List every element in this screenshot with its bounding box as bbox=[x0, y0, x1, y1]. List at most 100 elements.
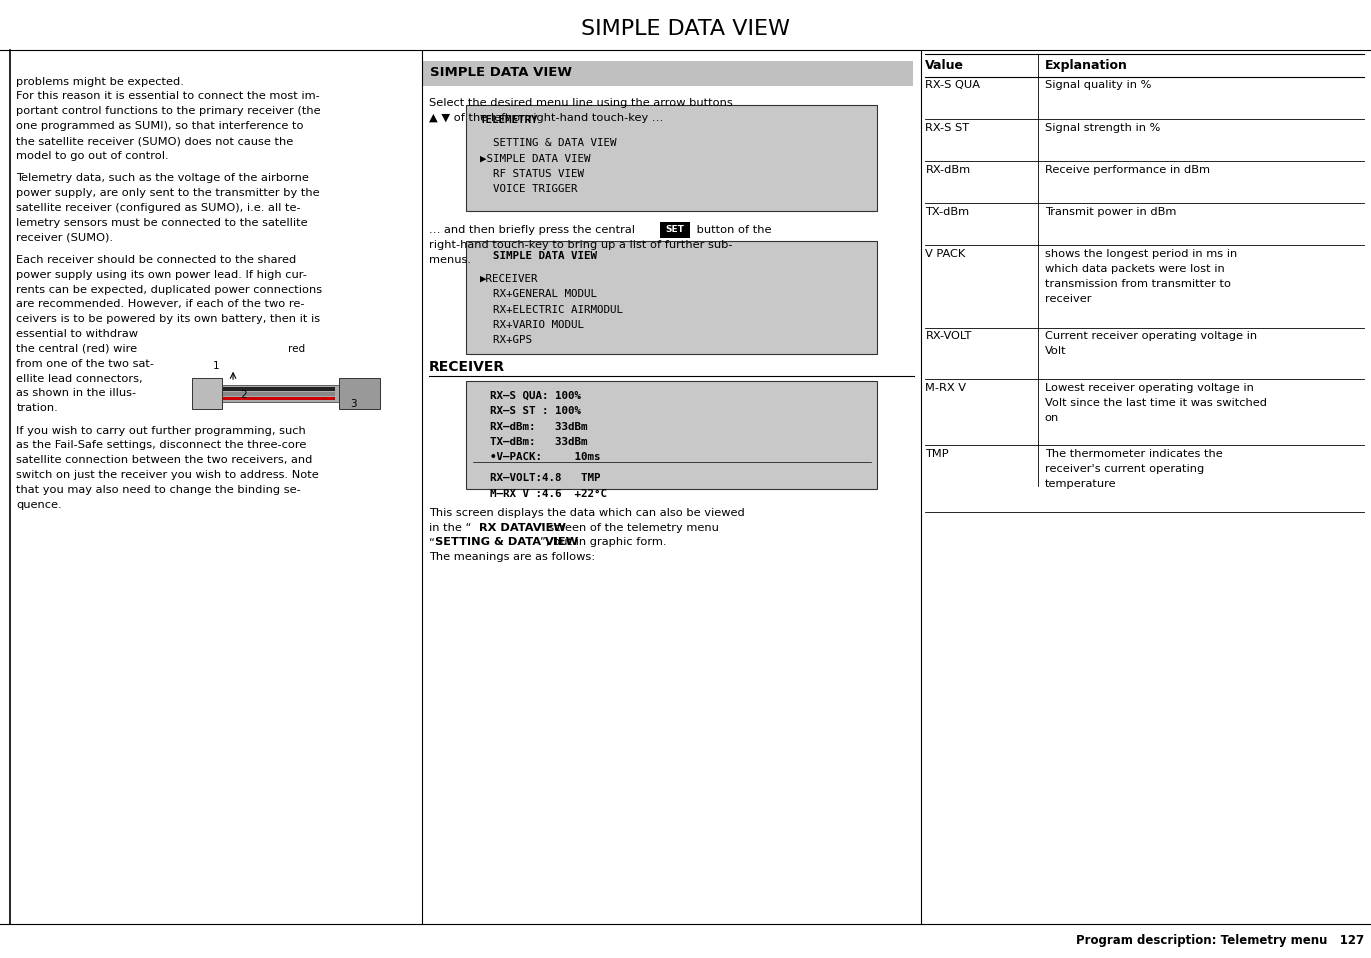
Text: RX–dBm:   33dBm: RX–dBm: 33dBm bbox=[477, 422, 588, 431]
Text: RX-dBm: RX-dBm bbox=[925, 165, 971, 174]
Text: SETTING & DATA VIEW: SETTING & DATA VIEW bbox=[436, 537, 579, 547]
Bar bbox=[202, 392, 335, 396]
Text: SETTING & DATA VIEW: SETTING & DATA VIEW bbox=[480, 138, 617, 148]
Text: as shown in the illus-: as shown in the illus- bbox=[16, 388, 137, 399]
Text: ceivers is to be powered by its own battery, then it is: ceivers is to be powered by its own batt… bbox=[16, 314, 321, 324]
Text: Explanation: Explanation bbox=[1045, 58, 1127, 72]
Text: SIMPLE DATA VIEW: SIMPLE DATA VIEW bbox=[581, 19, 790, 38]
Text: receiver: receiver bbox=[1045, 294, 1091, 304]
Bar bbox=[466, 105, 877, 211]
Text: switch on just the receiver you wish to address. Note: switch on just the receiver you wish to … bbox=[16, 470, 319, 480]
Bar bbox=[466, 381, 877, 489]
Text: For this reason it is essential to connect the most im-: For this reason it is essential to conne… bbox=[16, 92, 321, 102]
Text: shows the longest period in ms in: shows the longest period in ms in bbox=[1045, 249, 1237, 259]
Text: The thermometer indicates the: The thermometer indicates the bbox=[1045, 449, 1223, 459]
Text: RX+GENERAL MODUL: RX+GENERAL MODUL bbox=[480, 289, 596, 299]
Text: the satellite receiver (SUMO) does not cause the: the satellite receiver (SUMO) does not c… bbox=[16, 136, 293, 146]
Text: RX-VOLT: RX-VOLT bbox=[925, 331, 972, 341]
Text: on: on bbox=[1045, 413, 1058, 422]
Text: Receive performance in dBm: Receive performance in dBm bbox=[1045, 165, 1209, 174]
Text: rents can be expected, duplicated power connections: rents can be expected, duplicated power … bbox=[16, 285, 322, 294]
Text: RECEIVER: RECEIVER bbox=[429, 359, 506, 374]
Text: The meanings are as follows:: The meanings are as follows: bbox=[429, 553, 595, 562]
Text: RF STATUS VIEW: RF STATUS VIEW bbox=[480, 169, 584, 178]
Text: from one of the two sat-: from one of the two sat- bbox=[16, 358, 155, 369]
Text: right-hand touch-key to bring up a list of further sub-: right-hand touch-key to bring up a list … bbox=[429, 240, 732, 250]
Text: Lowest receiver operating voltage in: Lowest receiver operating voltage in bbox=[1045, 383, 1253, 393]
Text: TX–dBm:   33dBm: TX–dBm: 33dBm bbox=[477, 437, 588, 446]
Text: “: “ bbox=[429, 537, 435, 547]
Text: quence.: quence. bbox=[16, 500, 62, 510]
Text: RX+VARIO MODUL: RX+VARIO MODUL bbox=[480, 320, 584, 330]
Text: receiver (SUMO).: receiver (SUMO). bbox=[16, 233, 114, 242]
Text: Select the desired menu line using the arrow buttons: Select the desired menu line using the a… bbox=[429, 98, 733, 107]
Text: … and then briefly press the central: … and then briefly press the central bbox=[429, 225, 639, 235]
Text: Transmit power in dBm: Transmit power in dBm bbox=[1045, 207, 1176, 217]
Text: Signal quality in %: Signal quality in % bbox=[1045, 80, 1152, 90]
Text: 2: 2 bbox=[241, 390, 247, 399]
Text: that you may also need to change the binding se-: that you may also need to change the bin… bbox=[16, 485, 302, 495]
Text: which data packets were lost in: which data packets were lost in bbox=[1045, 264, 1224, 274]
Bar bbox=[202, 387, 335, 391]
Text: ellite lead connectors,: ellite lead connectors, bbox=[16, 374, 143, 383]
Text: TELEMETRY: TELEMETRY bbox=[480, 115, 539, 125]
Text: satellite receiver (configured as SUMO), i.e. all te-: satellite receiver (configured as SUMO),… bbox=[16, 203, 302, 213]
Text: •V–PACK:     10ms: •V–PACK: 10ms bbox=[477, 452, 600, 462]
Bar bbox=[192, 378, 222, 409]
Text: RX DATAVIEW: RX DATAVIEW bbox=[478, 523, 566, 533]
Text: RX–S QUA: 100%: RX–S QUA: 100% bbox=[477, 391, 581, 400]
Bar bbox=[339, 378, 380, 409]
Text: Telemetry data, such as the voltage of the airborne: Telemetry data, such as the voltage of t… bbox=[16, 173, 310, 183]
Bar bbox=[202, 397, 335, 400]
Text: Each receiver should be connected to the shared: Each receiver should be connected to the… bbox=[16, 255, 296, 264]
Bar bbox=[659, 222, 690, 238]
Bar bbox=[422, 61, 913, 86]
Text: ▶SIMPLE DATA VIEW: ▶SIMPLE DATA VIEW bbox=[480, 153, 591, 163]
Text: Current receiver operating voltage in: Current receiver operating voltage in bbox=[1045, 331, 1257, 341]
Text: RX+ELECTRIC AIRMODUL: RX+ELECTRIC AIRMODUL bbox=[480, 305, 622, 314]
Text: Value: Value bbox=[925, 58, 964, 72]
Text: RX-S QUA: RX-S QUA bbox=[925, 80, 980, 90]
Text: SIMPLE DATA VIEW: SIMPLE DATA VIEW bbox=[480, 251, 596, 261]
Text: ” screen of the telemetry menu: ” screen of the telemetry menu bbox=[539, 523, 720, 533]
Text: RX–VOLT:4.8   TMP: RX–VOLT:4.8 TMP bbox=[477, 473, 600, 483]
Text: power supply using its own power lead. If high cur-: power supply using its own power lead. I… bbox=[16, 269, 307, 280]
Text: SET: SET bbox=[665, 225, 684, 235]
Text: 3: 3 bbox=[351, 399, 356, 409]
Text: temperature: temperature bbox=[1045, 479, 1116, 489]
Text: This screen displays the data which can also be viewed: This screen displays the data which can … bbox=[429, 508, 744, 517]
Text: red: red bbox=[288, 344, 304, 354]
Text: ▶RECEIVER: ▶RECEIVER bbox=[480, 274, 539, 284]
Text: portant control functions to the primary receiver (the: portant control functions to the primary… bbox=[16, 106, 321, 116]
Text: RX–S ST : 100%: RX–S ST : 100% bbox=[477, 406, 581, 416]
Text: Volt since the last time it was switched: Volt since the last time it was switched bbox=[1045, 399, 1267, 408]
Text: If you wish to carry out further programming, such: If you wish to carry out further program… bbox=[16, 425, 306, 436]
Text: power supply, are only sent to the transmitter by the: power supply, are only sent to the trans… bbox=[16, 188, 319, 198]
Text: RX-S ST: RX-S ST bbox=[925, 123, 969, 132]
Text: essential to withdraw: essential to withdraw bbox=[16, 329, 138, 339]
Text: tration.: tration. bbox=[16, 403, 58, 413]
Text: satellite connection between the two receivers, and: satellite connection between the two rec… bbox=[16, 455, 313, 466]
Bar bbox=[466, 241, 877, 354]
Text: M–RX V :4.6  +22°C: M–RX V :4.6 +22°C bbox=[477, 489, 607, 498]
Text: problems might be expected.: problems might be expected. bbox=[16, 77, 184, 86]
Text: transmission from transmitter to: transmission from transmitter to bbox=[1045, 279, 1231, 288]
Text: Volt: Volt bbox=[1045, 347, 1067, 356]
Text: in the “: in the “ bbox=[429, 523, 472, 533]
Text: M-RX V: M-RX V bbox=[925, 383, 967, 393]
Text: RX+GPS: RX+GPS bbox=[480, 335, 532, 345]
Text: TX-dBm: TX-dBm bbox=[925, 207, 969, 217]
Text: as the Fail-Safe settings, disconnect the three-core: as the Fail-Safe settings, disconnect th… bbox=[16, 441, 307, 450]
Text: one programmed as SUMI), so that interference to: one programmed as SUMI), so that interfe… bbox=[16, 121, 304, 131]
Text: model to go out of control.: model to go out of control. bbox=[16, 150, 169, 161]
Text: Signal strength in %: Signal strength in % bbox=[1045, 123, 1160, 132]
Text: ▲ ▼ of the left or right-hand touch-key …: ▲ ▼ of the left or right-hand touch-key … bbox=[429, 113, 664, 123]
Bar bbox=[199, 385, 343, 402]
Text: VOICE TRIGGER: VOICE TRIGGER bbox=[480, 184, 577, 194]
Text: are recommended. However, if each of the two re-: are recommended. However, if each of the… bbox=[16, 299, 304, 309]
Text: the central (red) wire: the central (red) wire bbox=[16, 344, 137, 354]
Text: V PACK: V PACK bbox=[925, 249, 965, 259]
Text: lemetry sensors must be connected to the satellite: lemetry sensors must be connected to the… bbox=[16, 217, 308, 228]
Text: SIMPLE DATA VIEW: SIMPLE DATA VIEW bbox=[430, 66, 573, 80]
Text: receiver's current operating: receiver's current operating bbox=[1045, 465, 1204, 474]
